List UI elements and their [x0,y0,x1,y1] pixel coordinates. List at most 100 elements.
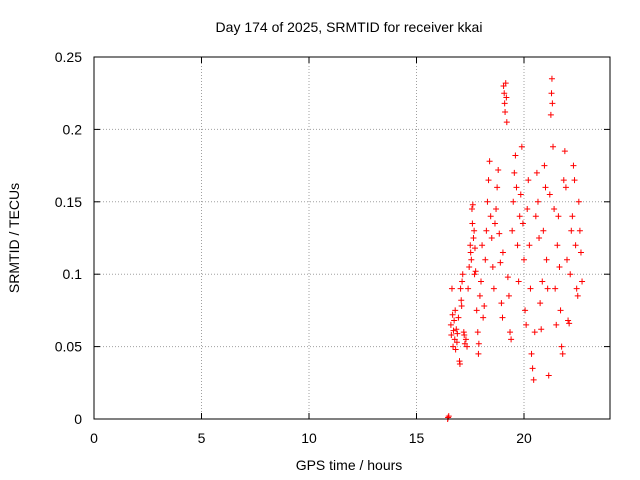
data-point [567,271,574,278]
data-point [509,227,516,234]
data-point [470,235,477,241]
data-point [570,162,577,169]
data-point [531,329,538,336]
data-point [445,413,452,420]
data-point [529,365,536,372]
data-point [523,321,530,328]
x-tick-label: 10 [301,430,317,446]
plot-frame [93,56,611,420]
data-point [483,227,490,234]
data-point [552,285,559,292]
data-point [480,314,487,321]
data-point [536,235,543,241]
data-points [444,75,586,422]
y-tick-label: 0.15 [55,194,82,210]
data-point [524,206,531,213]
data-point [503,94,510,101]
data-point [453,326,460,333]
data-point [503,119,510,126]
data-point [538,326,545,333]
axis-ticks: 0 5 10 15 20 0 0.05 0.1 0.15 0.2 0.25 [55,49,610,446]
data-point [553,321,560,328]
data-point [516,213,523,220]
data-point [496,230,503,237]
data-point [458,297,465,304]
data-point [482,256,489,263]
data-point [447,321,454,328]
data-point [565,317,572,324]
y-tick-label: 0.05 [55,339,82,355]
data-point [499,314,506,321]
data-point [475,350,482,357]
data-point [533,169,540,176]
data-point [471,271,478,278]
data-point [573,285,580,292]
data-point [508,336,515,343]
data-point [501,100,508,107]
data-point [459,278,466,285]
data-point [543,256,550,263]
data-point [575,198,582,205]
data-point [461,332,468,339]
data-point [458,303,465,310]
data-point [525,177,532,184]
data-point [502,109,509,116]
data-point [519,220,526,227]
data-point [478,278,484,285]
data-point [467,249,474,256]
data-point [513,184,520,191]
y-tick-label: 0.1 [63,266,83,282]
data-point [544,285,551,292]
data-point [505,292,512,299]
data-point [498,300,505,307]
data-point [452,346,459,353]
data-point [556,263,563,270]
y-tick-label: 0.25 [55,49,82,65]
data-point [487,213,494,220]
data-point [479,242,486,249]
data-point [574,292,581,299]
data-point [464,343,471,350]
x-tick-label: 5 [198,430,206,446]
data-point [537,300,544,307]
data-point [511,169,518,176]
data-point [462,336,469,343]
data-point [548,90,555,97]
data-point [450,327,457,334]
data-point [445,414,452,421]
data-point [530,376,537,383]
data-point [568,227,575,234]
grid-lines [94,57,610,419]
data-point [559,350,566,357]
data-point [542,184,549,191]
data-point [452,307,459,314]
data-point [484,198,491,205]
x-tick-label: 15 [409,430,425,446]
data-point [569,213,576,220]
data-point [486,158,493,165]
data-point [471,227,478,234]
data-point [515,278,522,285]
data-point [564,256,570,263]
data-point [562,184,569,191]
data-point [451,317,458,324]
data-point [491,220,498,227]
x-axis-label: GPS time / hours [296,457,403,473]
data-point [571,177,578,184]
data-point [467,242,474,249]
data-point [466,263,473,270]
data-point [518,143,525,150]
data-point [540,227,547,234]
data-point [579,278,586,285]
data-point [545,372,552,379]
data-point [547,111,554,118]
data-point [499,249,506,256]
data-point [459,271,466,278]
chart-title: Day 174 of 2025, SRMTID for receiver kka… [216,19,483,35]
data-point [576,227,583,234]
data-point [526,242,533,249]
data-point [495,166,502,173]
data-point [455,314,462,321]
data-point [456,360,463,367]
data-point [453,339,460,346]
